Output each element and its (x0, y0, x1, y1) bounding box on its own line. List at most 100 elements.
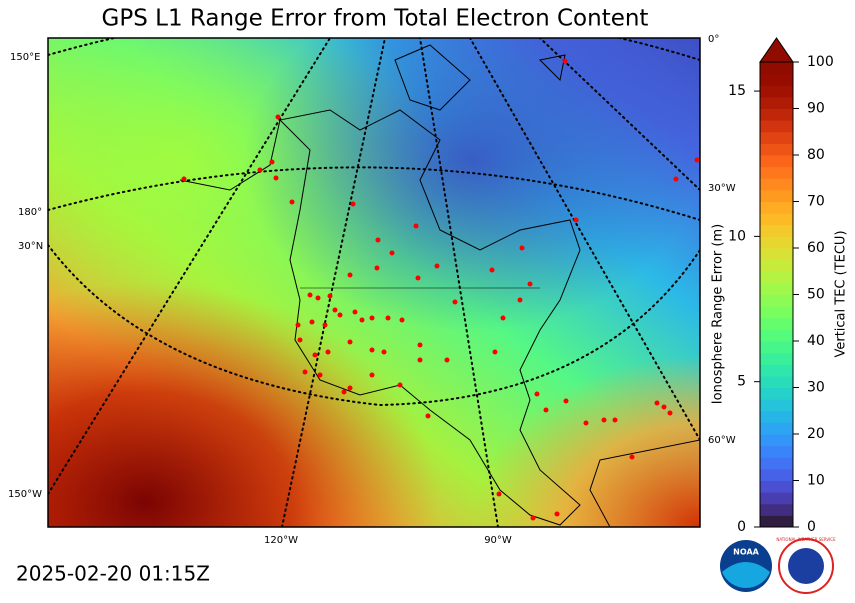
station (496, 491, 502, 497)
station (563, 398, 569, 404)
graticule-label: 0° (708, 34, 719, 45)
graticule-label: 60°W (708, 435, 736, 446)
right-tick-label: 0 (807, 519, 816, 535)
noaa-logo: NOAA (720, 540, 772, 592)
colorbar-band (760, 155, 793, 168)
graticule-label: 30°N (18, 241, 43, 252)
station (452, 299, 458, 305)
station (417, 342, 423, 348)
station (350, 201, 356, 207)
colorbar-band (760, 282, 793, 295)
station (309, 319, 315, 325)
right-tick-label: 80 (807, 147, 825, 163)
right-tick-label: 20 (807, 426, 825, 442)
stations (181, 58, 700, 521)
station (273, 175, 279, 181)
station (269, 159, 275, 165)
colorbar-band (760, 294, 793, 307)
map-frame (47, 37, 701, 528)
station (519, 245, 525, 251)
station (325, 349, 331, 355)
station (417, 357, 423, 363)
right-tick-label: 30 (807, 380, 825, 396)
station (359, 317, 365, 323)
colorbar-band (760, 387, 793, 400)
station (399, 317, 405, 323)
station (601, 417, 607, 423)
colorbar-band (760, 503, 793, 516)
map (48, 38, 700, 527)
logo-text: NOAA (733, 548, 759, 557)
station (375, 237, 381, 243)
station (317, 372, 323, 378)
colorbar-band (760, 108, 793, 121)
colorbar-band (760, 96, 793, 109)
right-tick-label: 10 (807, 473, 825, 489)
station (583, 420, 589, 426)
station (629, 454, 635, 460)
graticule-label: 90°W (484, 535, 512, 546)
colorbar-band (760, 445, 793, 458)
right-tick-label: 100 (807, 54, 834, 70)
station (369, 347, 375, 353)
station (181, 176, 187, 182)
colorbar-band (760, 120, 793, 133)
station (527, 281, 533, 287)
timestamp: 2025-02-20 01:15Z (16, 562, 210, 586)
station (307, 292, 313, 298)
station (530, 515, 536, 521)
colorbar-band (760, 492, 793, 505)
graticule (281, 38, 386, 527)
colorbar-band (760, 236, 793, 249)
station (352, 309, 358, 315)
colorbar-band (760, 166, 793, 179)
left-axis-label: Ionosphere Range Error (m) (711, 224, 726, 404)
logo-wave (722, 562, 770, 588)
station (492, 349, 498, 355)
colorbar-band (760, 248, 793, 261)
station (289, 199, 295, 205)
station (543, 407, 549, 413)
station (673, 176, 679, 182)
colorbar-band (760, 410, 793, 423)
station (397, 382, 403, 388)
coastline (179, 119, 281, 191)
colorbar-band (760, 143, 793, 156)
right-tick-label: 70 (807, 194, 825, 210)
station (534, 391, 540, 397)
station (337, 312, 343, 318)
colorbar-band (760, 271, 793, 284)
logo-circle (788, 548, 824, 584)
station (332, 307, 338, 313)
station (434, 263, 440, 269)
logo-text: NATIONAL WEATHER SERVICE (776, 537, 836, 542)
colorbar-band (760, 515, 793, 528)
colorbar-band (760, 329, 793, 342)
station (667, 410, 673, 416)
colorbar-band (760, 213, 793, 226)
right-axis-label: Vertical TEC (TECU) (834, 230, 849, 357)
station (369, 372, 375, 378)
station (385, 315, 391, 321)
station (347, 385, 353, 391)
graticule (48, 166, 700, 221)
colorbar-band (760, 224, 793, 237)
station (694, 157, 700, 163)
station (413, 223, 419, 229)
station (322, 322, 328, 328)
colorbar-band (760, 399, 793, 412)
station (374, 265, 380, 271)
station (517, 297, 523, 303)
station (312, 352, 318, 358)
station (257, 167, 263, 173)
station (381, 349, 387, 355)
coastline (589, 439, 700, 527)
colorbar-band (760, 352, 793, 365)
graticule-label: 150°E (10, 52, 40, 63)
graticule (48, 38, 331, 495)
station (369, 315, 375, 321)
station (654, 400, 660, 406)
station (489, 267, 495, 273)
graticule (419, 38, 499, 527)
colorbar-band (760, 457, 793, 470)
